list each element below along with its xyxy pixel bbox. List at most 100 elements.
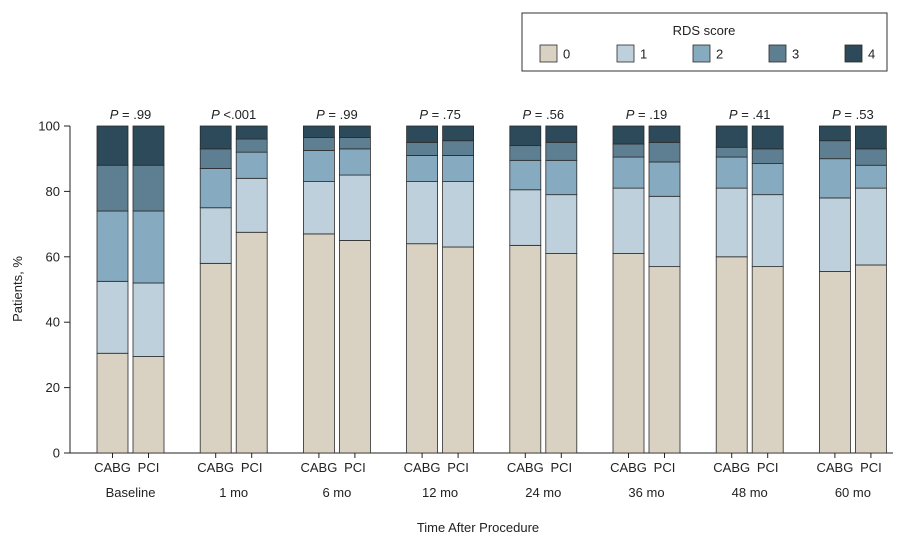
- y-tick-label: 100: [38, 119, 60, 134]
- bar-category-label: CABG: [507, 460, 544, 475]
- bar-group: P = .19 CABG PCI 36 mo: [610, 107, 681, 500]
- p-value-text: = .99: [118, 107, 151, 122]
- bar-segment-score-4: [751, 125, 784, 150]
- x-axis-title: Time After Procedure: [417, 520, 539, 535]
- legend-swatch-score-4: [844, 44, 863, 63]
- bar-segment-score-0: [406, 243, 439, 454]
- time-group-label: 1 mo: [219, 485, 248, 500]
- bar-group: P = .99 CABG PCI Baseline: [94, 107, 165, 500]
- bar-segment-score-0: [132, 356, 165, 454]
- time-group-label: 24 mo: [525, 485, 561, 500]
- bar-segment-score-0: [235, 231, 268, 454]
- p-symbol: P: [729, 107, 738, 122]
- y-tick-label: 20: [46, 380, 60, 395]
- bar-segment-score-3: [819, 140, 851, 160]
- p-value-label: P = .75: [419, 107, 461, 122]
- bar-group: P <.001 CABG PCI 1 mo: [197, 107, 268, 500]
- bar-segment-score-3: [235, 138, 268, 153]
- bar-segment-score-0: [199, 262, 232, 454]
- bar-segment-score-1: [855, 187, 887, 266]
- p-value-text: = .56: [531, 107, 564, 122]
- bar-segment-score-0: [96, 352, 129, 454]
- legend-label: 1: [640, 47, 647, 62]
- p-value-label: P = .53: [832, 107, 874, 122]
- bar-segment-score-3: [648, 141, 681, 163]
- bar-segment-score-4: [235, 125, 268, 140]
- y-tick-label: 80: [46, 184, 60, 199]
- bar-segment-score-0: [509, 244, 542, 454]
- bar-category-label: PCI: [241, 460, 263, 475]
- bar-segment-score-2: [715, 156, 748, 189]
- bar-segment-score-2: [406, 155, 439, 182]
- bar-category-label: PCI: [447, 460, 469, 475]
- bar-segment-score-4: [612, 125, 645, 145]
- bar-segment-score-4: [406, 125, 439, 143]
- legend-title: RDS score: [673, 23, 736, 38]
- legend-swatch-score-0: [539, 44, 558, 63]
- p-value-text: <.001: [220, 107, 257, 122]
- legend: RDS score 0 1 2 3 4: [521, 12, 888, 72]
- bar-segment-score-4: [132, 125, 165, 166]
- bar-segment-score-1: [612, 187, 645, 254]
- bar-segment-score-2: [819, 158, 851, 199]
- p-value-label: P = .41: [729, 107, 771, 122]
- bar-category-label: CABG: [610, 460, 647, 475]
- bar-segment-score-1: [235, 177, 268, 233]
- p-value-label: P = .99: [110, 107, 152, 122]
- time-group-label: 36 mo: [628, 485, 664, 500]
- bar-segment-score-2: [96, 210, 129, 282]
- bar-group: P = .75 CABG PCI 12 mo: [404, 107, 475, 500]
- legend-swatch-score-3: [768, 44, 787, 63]
- time-group-label: 12 mo: [422, 485, 458, 500]
- bar-groups: P = .99 CABG PCI Baseline P <.001 CABG PCI 1 mo…: [94, 107, 887, 500]
- time-group-label: 6 mo: [322, 485, 351, 500]
- bar-segment-score-3: [715, 146, 748, 158]
- bar-segment-score-1: [442, 181, 475, 248]
- p-value-text: = .19: [634, 107, 667, 122]
- bar-segment-score-1: [406, 181, 439, 245]
- p-symbol: P: [419, 107, 428, 122]
- p-symbol: P: [626, 107, 635, 122]
- bar-segment-score-0: [545, 253, 578, 454]
- bar-segment-score-2: [442, 155, 475, 182]
- bar-segment-score-3: [442, 140, 475, 156]
- bar-group: P = .53 CABG PCI 60 mo: [816, 107, 887, 500]
- bar-group: P = .41 CABG PCI 48 mo: [713, 107, 784, 500]
- bar-segment-score-3: [338, 137, 371, 150]
- time-group-label: Baseline: [106, 485, 156, 500]
- bar-segment-score-4: [509, 125, 542, 147]
- bar-segment-score-0: [855, 264, 887, 454]
- bar-segment-score-0: [819, 271, 851, 454]
- bar-segment-score-4: [338, 125, 371, 138]
- bar-segment-score-1: [96, 280, 129, 354]
- bar-segment-score-3: [302, 137, 335, 151]
- p-value-label: P = .99: [316, 107, 358, 122]
- legend-swatch-score-1: [616, 44, 635, 63]
- bar-segment-score-1: [715, 187, 748, 258]
- bar-segment-score-1: [545, 194, 578, 254]
- bar-segment-score-0: [612, 253, 645, 454]
- bar-segment-score-2: [235, 151, 268, 179]
- bar-segment-score-2: [338, 148, 371, 176]
- bar-segment-score-1: [338, 174, 371, 241]
- bar-segment-score-4: [819, 125, 851, 142]
- bar-segment-score-2: [612, 156, 645, 189]
- bar-segment-score-4: [442, 125, 475, 142]
- bar-category-label: CABG: [404, 460, 441, 475]
- bar-segment-score-4: [545, 125, 578, 143]
- bar-segment-score-2: [855, 164, 887, 189]
- bar-category-label: CABG: [197, 460, 234, 475]
- bar-segment-score-1: [819, 197, 851, 272]
- bar-segment-score-2: [302, 150, 335, 182]
- bar-segment-score-3: [545, 141, 578, 161]
- bar-segment-score-3: [612, 143, 645, 158]
- bar-segment-score-1: [751, 194, 784, 268]
- p-value-text: = .53: [841, 107, 874, 122]
- bar-segment-score-0: [302, 233, 335, 454]
- bar-segment-score-4: [855, 125, 887, 150]
- bar-segment-score-3: [855, 148, 887, 166]
- legend-label: 0: [563, 47, 570, 62]
- bar-segment-score-4: [715, 125, 748, 148]
- bar-segment-score-4: [302, 125, 335, 138]
- legend-label: 3: [792, 47, 799, 62]
